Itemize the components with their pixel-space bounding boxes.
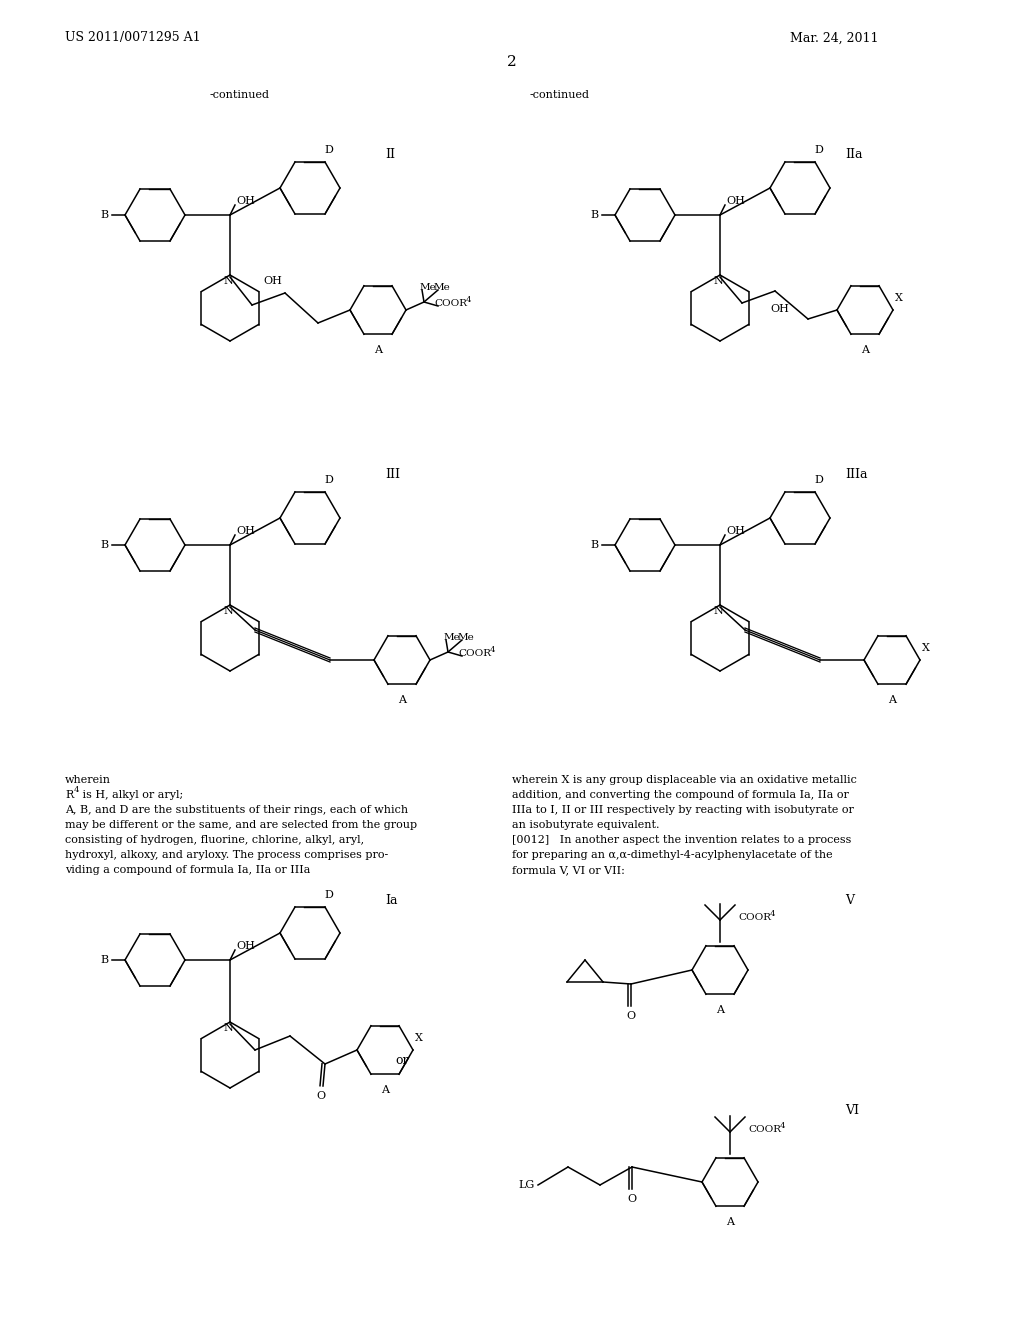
Text: B: B xyxy=(590,540,598,550)
Text: COOR: COOR xyxy=(748,1126,781,1134)
Text: OH: OH xyxy=(770,304,788,314)
Text: A: A xyxy=(716,1005,724,1015)
Text: O: O xyxy=(627,1011,636,1020)
Text: A: A xyxy=(381,1085,389,1096)
Text: IIa: IIa xyxy=(845,149,862,161)
Text: OH: OH xyxy=(263,276,282,286)
Text: X: X xyxy=(415,1034,423,1043)
Text: A, B, and D are the substituents of their rings, each of which: A, B, and D are the substituents of thei… xyxy=(65,805,409,814)
Text: 4: 4 xyxy=(490,645,496,653)
Text: D: D xyxy=(324,890,333,900)
Text: O: O xyxy=(316,1092,326,1101)
Text: N: N xyxy=(223,1023,232,1034)
Text: A: A xyxy=(374,345,382,355)
Text: formula V, VI or VII:: formula V, VI or VII: xyxy=(512,865,625,875)
Text: OH: OH xyxy=(726,525,744,536)
Text: D: D xyxy=(324,145,333,154)
Text: OH: OH xyxy=(236,941,255,950)
Text: D: D xyxy=(324,475,333,484)
Text: -continued: -continued xyxy=(530,90,590,100)
Text: II: II xyxy=(385,149,395,161)
Text: A: A xyxy=(888,696,896,705)
Text: Ia: Ia xyxy=(385,894,397,907)
Text: IIIa: IIIa xyxy=(845,469,867,482)
Text: A: A xyxy=(398,696,406,705)
Text: R: R xyxy=(65,789,74,800)
Text: B: B xyxy=(100,540,109,550)
Text: LG: LG xyxy=(519,1180,535,1191)
Text: OH: OH xyxy=(726,195,744,206)
Text: addition, and converting the compound of formula Ia, IIa or: addition, and converting the compound of… xyxy=(512,789,849,800)
Text: III: III xyxy=(385,469,400,482)
Text: 4: 4 xyxy=(466,296,471,304)
Text: 4: 4 xyxy=(770,909,775,917)
Text: Mar. 24, 2011: Mar. 24, 2011 xyxy=(790,32,879,45)
Text: D: D xyxy=(814,475,823,484)
Text: N: N xyxy=(713,606,723,616)
Text: VI: VI xyxy=(845,1104,859,1117)
Text: [0012]   In another aspect the invention relates to a process: [0012] In another aspect the invention r… xyxy=(512,836,851,845)
Text: US 2011/0071295 A1: US 2011/0071295 A1 xyxy=(65,32,201,45)
Text: Me: Me xyxy=(420,284,437,293)
Text: an isobutyrate equivalent.: an isobutyrate equivalent. xyxy=(512,820,659,830)
Text: 4: 4 xyxy=(74,785,80,795)
Text: wherein X is any group displaceable via an oxidative metallic: wherein X is any group displaceable via … xyxy=(512,775,857,785)
Text: Me: Me xyxy=(458,634,475,643)
Text: COOR: COOR xyxy=(738,913,771,923)
Text: B: B xyxy=(100,210,109,220)
Text: consisting of hydrogen, fluorine, chlorine, alkyl, aryl,: consisting of hydrogen, fluorine, chlori… xyxy=(65,836,365,845)
Text: -continued: -continued xyxy=(210,90,270,100)
Text: for preparing an α,α-dimethyl-4-acylphenylacetate of the: for preparing an α,α-dimethyl-4-acylphen… xyxy=(512,850,833,861)
Text: 4: 4 xyxy=(780,1122,785,1130)
Text: or: or xyxy=(395,1053,409,1067)
Text: OH: OH xyxy=(236,525,255,536)
Text: may be different or the same, and are selected from the group: may be different or the same, and are se… xyxy=(65,820,417,830)
Text: N: N xyxy=(713,276,723,286)
Text: B: B xyxy=(590,210,598,220)
Text: A: A xyxy=(726,1217,734,1228)
Text: Me: Me xyxy=(444,634,461,643)
Text: is H, alkyl or aryl;: is H, alkyl or aryl; xyxy=(79,789,183,800)
Text: 2: 2 xyxy=(507,55,517,69)
Text: A: A xyxy=(861,345,869,355)
Text: N: N xyxy=(223,606,232,616)
Text: D: D xyxy=(814,145,823,154)
Text: X: X xyxy=(895,293,903,304)
Text: N: N xyxy=(223,276,232,286)
Text: IIIa to I, II or III respectively by reacting with isobutyrate or: IIIa to I, II or III respectively by rea… xyxy=(512,805,854,814)
Text: COOR: COOR xyxy=(458,649,490,659)
Text: COOR: COOR xyxy=(434,300,467,309)
Text: V: V xyxy=(845,894,854,907)
Text: O: O xyxy=(628,1195,637,1204)
Text: viding a compound of formula Ia, IIa or IIIa: viding a compound of formula Ia, IIa or … xyxy=(65,865,310,875)
Text: B: B xyxy=(100,954,109,965)
Text: Me: Me xyxy=(434,284,451,293)
Text: X: X xyxy=(922,643,930,653)
Text: hydroxyl, alkoxy, and aryloxy. The process comprises pro-: hydroxyl, alkoxy, and aryloxy. The proce… xyxy=(65,850,388,861)
Text: wherein: wherein xyxy=(65,775,111,785)
Text: OH: OH xyxy=(236,195,255,206)
